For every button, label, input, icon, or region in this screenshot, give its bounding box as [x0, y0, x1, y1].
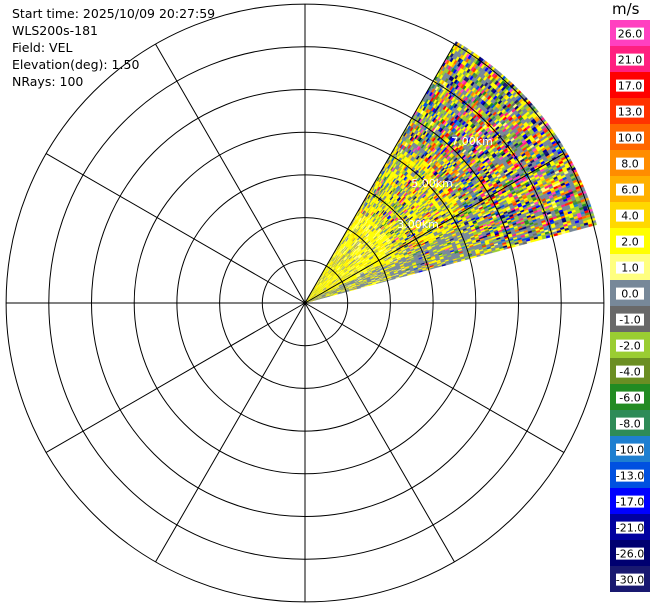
velocity-data-sector [305, 41, 597, 303]
